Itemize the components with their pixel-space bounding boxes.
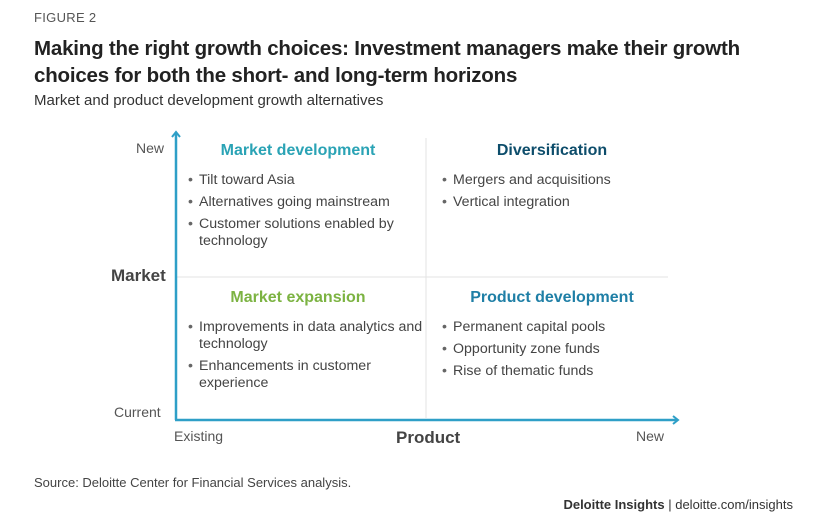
quadrant-product-development: Product development Permanent capital po…: [442, 289, 683, 385]
y-axis-title: Market: [111, 266, 166, 285]
figure-title: Making the right growth choices: Investm…: [34, 37, 740, 87]
quadrant-market-expansion: Market expansion Improvements in data an…: [188, 289, 429, 397]
figure-label: FIGURE 2: [34, 10, 97, 25]
list-item: Enhancements in customer experience: [188, 358, 429, 392]
y-axis-bottom-label: Current: [114, 404, 161, 420]
footer-separator: |: [668, 497, 672, 512]
list-item: Tilt toward Asia: [188, 172, 429, 189]
y-axis-top-label: New: [136, 140, 165, 156]
footer-brand: Deloitte Insights: [563, 497, 665, 512]
list-item: Alternatives going mainstream: [188, 194, 429, 211]
x-axis-title: Product: [396, 428, 461, 447]
list-item: Opportunity zone funds: [442, 341, 683, 358]
quadrant-title: Market expansion: [230, 289, 366, 306]
figure-subtitle: Market and product development growth al…: [34, 92, 384, 109]
source-note: Source: Deloitte Center for Financial Se…: [34, 475, 352, 490]
quadrant-title: Product development: [470, 289, 634, 306]
quadrant-list: Improvements in data analytics and techn…: [188, 319, 429, 392]
quadrant-list: Permanent capital pools Opportunity zone…: [442, 319, 683, 380]
footer-credit: Deloitte Insights | deloitte.com/insight…: [563, 497, 793, 512]
list-item: Improvements in data analytics and techn…: [188, 319, 429, 353]
list-item: Rise of thematic funds: [442, 363, 683, 380]
quadrant-market-development: Market development Tilt toward Asia Alte…: [188, 142, 429, 255]
footer-url[interactable]: deloitte.com/insights: [675, 497, 793, 512]
quadrant-list: Tilt toward Asia Alternatives going main…: [188, 172, 429, 250]
x-axis-right-label: New: [636, 428, 665, 444]
list-item: Permanent capital pools: [442, 319, 683, 336]
quadrant-title: Diversification: [496, 142, 608, 159]
quadrant-title: Market development: [220, 142, 376, 159]
list-item: Vertical integration: [442, 194, 683, 211]
x-axis-left-label: Existing: [174, 428, 224, 444]
quadrant-diversification: Diversification Mergers and acquisitions…: [442, 142, 683, 216]
list-item: Mergers and acquisitions: [442, 172, 683, 189]
quadrant-list: Mergers and acquisitions Vertical integr…: [442, 172, 683, 211]
list-item: Customer solutions enabled by technology: [188, 216, 429, 250]
